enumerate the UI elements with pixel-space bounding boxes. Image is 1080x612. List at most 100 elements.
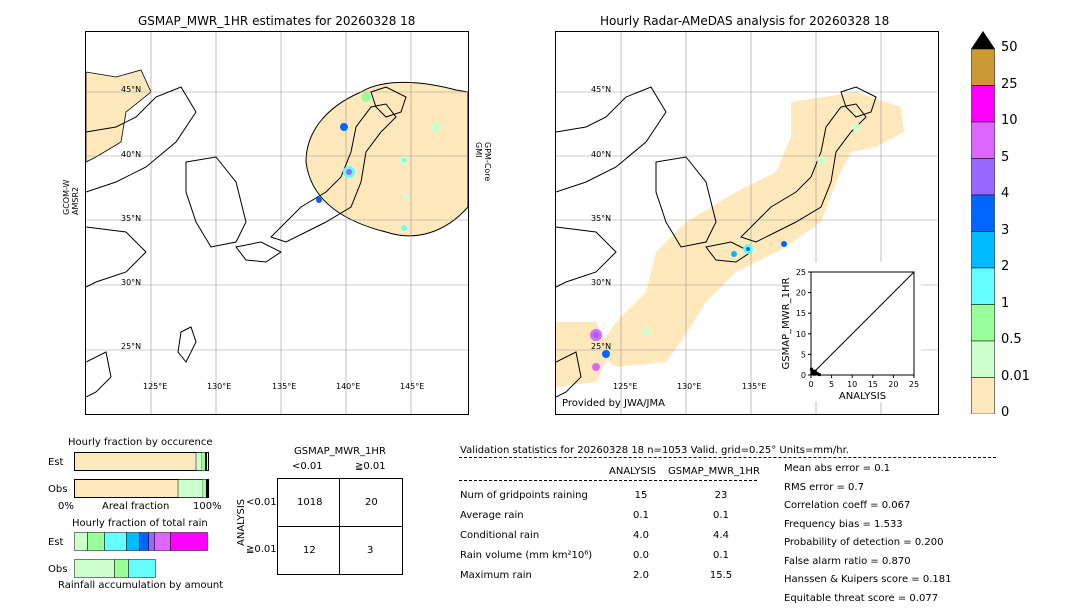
occurrence-bar-est-mod <box>202 452 205 471</box>
scatter-point <box>813 369 817 373</box>
validation-row-gsmap: 0.1 <box>713 550 729 561</box>
colorbar-segment <box>971 158 995 196</box>
validation-divider <box>459 457 996 458</box>
occurrence-axis-0: 0% <box>58 501 74 512</box>
scatter-xtick-label: 20 <box>888 380 898 389</box>
colorbar-segment <box>971 48 995 86</box>
left-lon-label-135: 135°E <box>272 382 297 391</box>
contingency-cell-fp: 20 <box>365 497 378 508</box>
validation-col-analysis: ANALYSIS <box>609 466 657 477</box>
validation-score: Equitable threat score = 0.077 <box>784 592 939 604</box>
validation-score: Hanssen & Kuipers score = 0.181 <box>784 574 952 585</box>
scatter-point <box>815 372 819 376</box>
occurrence-bar-obs-light <box>177 479 204 498</box>
left-lon-label-130: 130°E <box>207 382 232 391</box>
left-lon-label-145: 145°E <box>400 382 425 391</box>
sensor-label-right-line2: GMI <box>474 142 483 158</box>
colorbar-segment <box>971 377 995 415</box>
right-lat-label-40: 40°N <box>591 150 612 159</box>
scatter-xtick-label: 5 <box>829 380 834 389</box>
colorbar-segment <box>971 121 995 159</box>
left-lat-label-35: 35°N <box>121 214 142 223</box>
right-map-svg <box>556 32 938 414</box>
scatter-ytick-label: 20 <box>796 289 806 298</box>
scatter-point <box>817 373 821 377</box>
validation-score: Probability of detection = 0.200 <box>784 537 944 548</box>
scatter-plot: 00 5 5 10 10 15 15 20 20 25 25 ANALYSIS GSMAP_MWR_1H… <box>781 268 919 402</box>
left-lat-label-30: 30°N <box>121 278 142 287</box>
contingency-cell-tp: 3 <box>367 545 374 556</box>
left-lat-label-40: 40°N <box>121 150 142 159</box>
validation-row-gsmap: 0.1 <box>713 510 729 521</box>
colorbar-label: 0 <box>1001 405 1010 420</box>
scatter-ytick-label: 15 <box>796 309 806 318</box>
sensor-label-right-line1: GPM-Core <box>483 142 492 182</box>
occurrence-bars <box>74 452 209 498</box>
scatter-ytick-label: 25 <box>796 268 806 277</box>
colorbar-label: 4 <box>1001 186 1010 201</box>
colorbar-label: 3 <box>1001 222 1010 238</box>
occurrence-axis-100: 100% <box>193 501 222 512</box>
occurrence-bar-obs-heavy <box>206 479 208 498</box>
colorbar-label: 0.5 <box>1001 332 1022 347</box>
validation-row-gsmap: 15.5 <box>709 570 733 581</box>
validation-row-label: Rain volume (mm km²10⁶) <box>460 550 593 561</box>
scatter-point <box>811 369 815 373</box>
right-lat-label-30: 30°N <box>591 278 612 287</box>
left-map-svg <box>86 32 468 414</box>
colorbar-label: 25 <box>1001 76 1018 92</box>
validation-row-analysis: 15 <box>634 490 648 501</box>
validation-col-gsmap: GSMAP_MWR_1HR <box>668 466 760 477</box>
validation-row-analysis: 0.1 <box>633 510 649 521</box>
contingency-table: 1018 20 12 3 <box>277 478 403 575</box>
validation-row-analysis: 4.0 <box>633 530 649 541</box>
right-lon-label-125: 125°E <box>613 382 638 391</box>
colorbar-label: 5 <box>1001 149 1010 165</box>
right-lat-label-45: 45°N <box>591 85 612 94</box>
scatter-xtick-label: 15 <box>868 380 878 389</box>
scatter-point <box>812 372 816 376</box>
validation-row-gsmap: 4.4 <box>713 530 729 541</box>
colorbar-label: 2 <box>1001 259 1010 274</box>
colorbar-segment <box>971 194 995 232</box>
right-lon-label-135: 135°E <box>742 382 767 391</box>
fraction-occurrence-title: Hourly fraction by occurence <box>68 437 213 448</box>
occurrence-axis-label: Areal fraction <box>102 501 170 512</box>
contingency-col-ge: ≧0.01 <box>355 461 386 472</box>
validation-row-label: Maximum rain <box>460 570 532 581</box>
scatter-ytick-label: 10 <box>796 330 806 339</box>
sensor-label-line2: AMSR2 <box>71 186 80 215</box>
left-map-sensor-label: GCOM-W AMSR2 <box>62 180 80 215</box>
colorbar-segment <box>971 267 995 305</box>
scatter-inset: 0 0 5 5 10 10 15 15 20 20 25 25 ANALYSIS GSMAP_MWR_1H… <box>781 262 921 402</box>
fraction-total-title: Hourly fraction of total rain <box>72 518 208 529</box>
left-lon-label-140: 140°E <box>336 382 361 391</box>
total-row-obs: Obs <box>48 564 68 575</box>
total-bars <box>74 532 208 578</box>
left-lon-label-125: 125°E <box>143 382 168 391</box>
validation-score: RMS error = 0.7 <box>784 481 864 493</box>
scatter-ylabel: GSMAP_MWR_1HR <box>781 278 792 370</box>
contingency-row-ge: ≧0.01 <box>246 544 277 555</box>
contingency-title: GSMAP_MWR_1HR <box>294 446 386 457</box>
occurrence-bar-est-heavy <box>205 452 207 471</box>
colorbar-label: 1 <box>1001 295 1010 311</box>
right-lon-label-130: 130°E <box>677 382 702 391</box>
occurrence-bar-est-dry <box>74 452 209 471</box>
validation-score: False alarm ratio = 0.870 <box>784 555 911 567</box>
occurrence-bar-obs-dry <box>74 479 209 498</box>
left-lat-label-45: 45°N <box>121 85 142 94</box>
validation-score: Correlation coeff = 0.067 <box>784 500 911 511</box>
validation-row-label: Num of gridpoints raining <box>460 490 588 501</box>
left-lat-label-25: 25°N <box>121 342 142 351</box>
validation-row-analysis: 0.0 <box>633 550 649 561</box>
colorbar-segment <box>971 304 995 342</box>
colorbar-segment <box>971 85 995 123</box>
right-lat-label-35: 35°N <box>591 214 612 223</box>
occurrence-bar-est-light <box>195 452 203 471</box>
colorbar-label: 0.01 <box>1001 368 1030 384</box>
data-credit: Provided by JWA/JMA <box>562 398 665 409</box>
colorbar-label: 10 <box>1001 113 1018 128</box>
colorbar-segment <box>971 231 995 269</box>
right-lat-label-25: 25°N <box>591 342 612 351</box>
